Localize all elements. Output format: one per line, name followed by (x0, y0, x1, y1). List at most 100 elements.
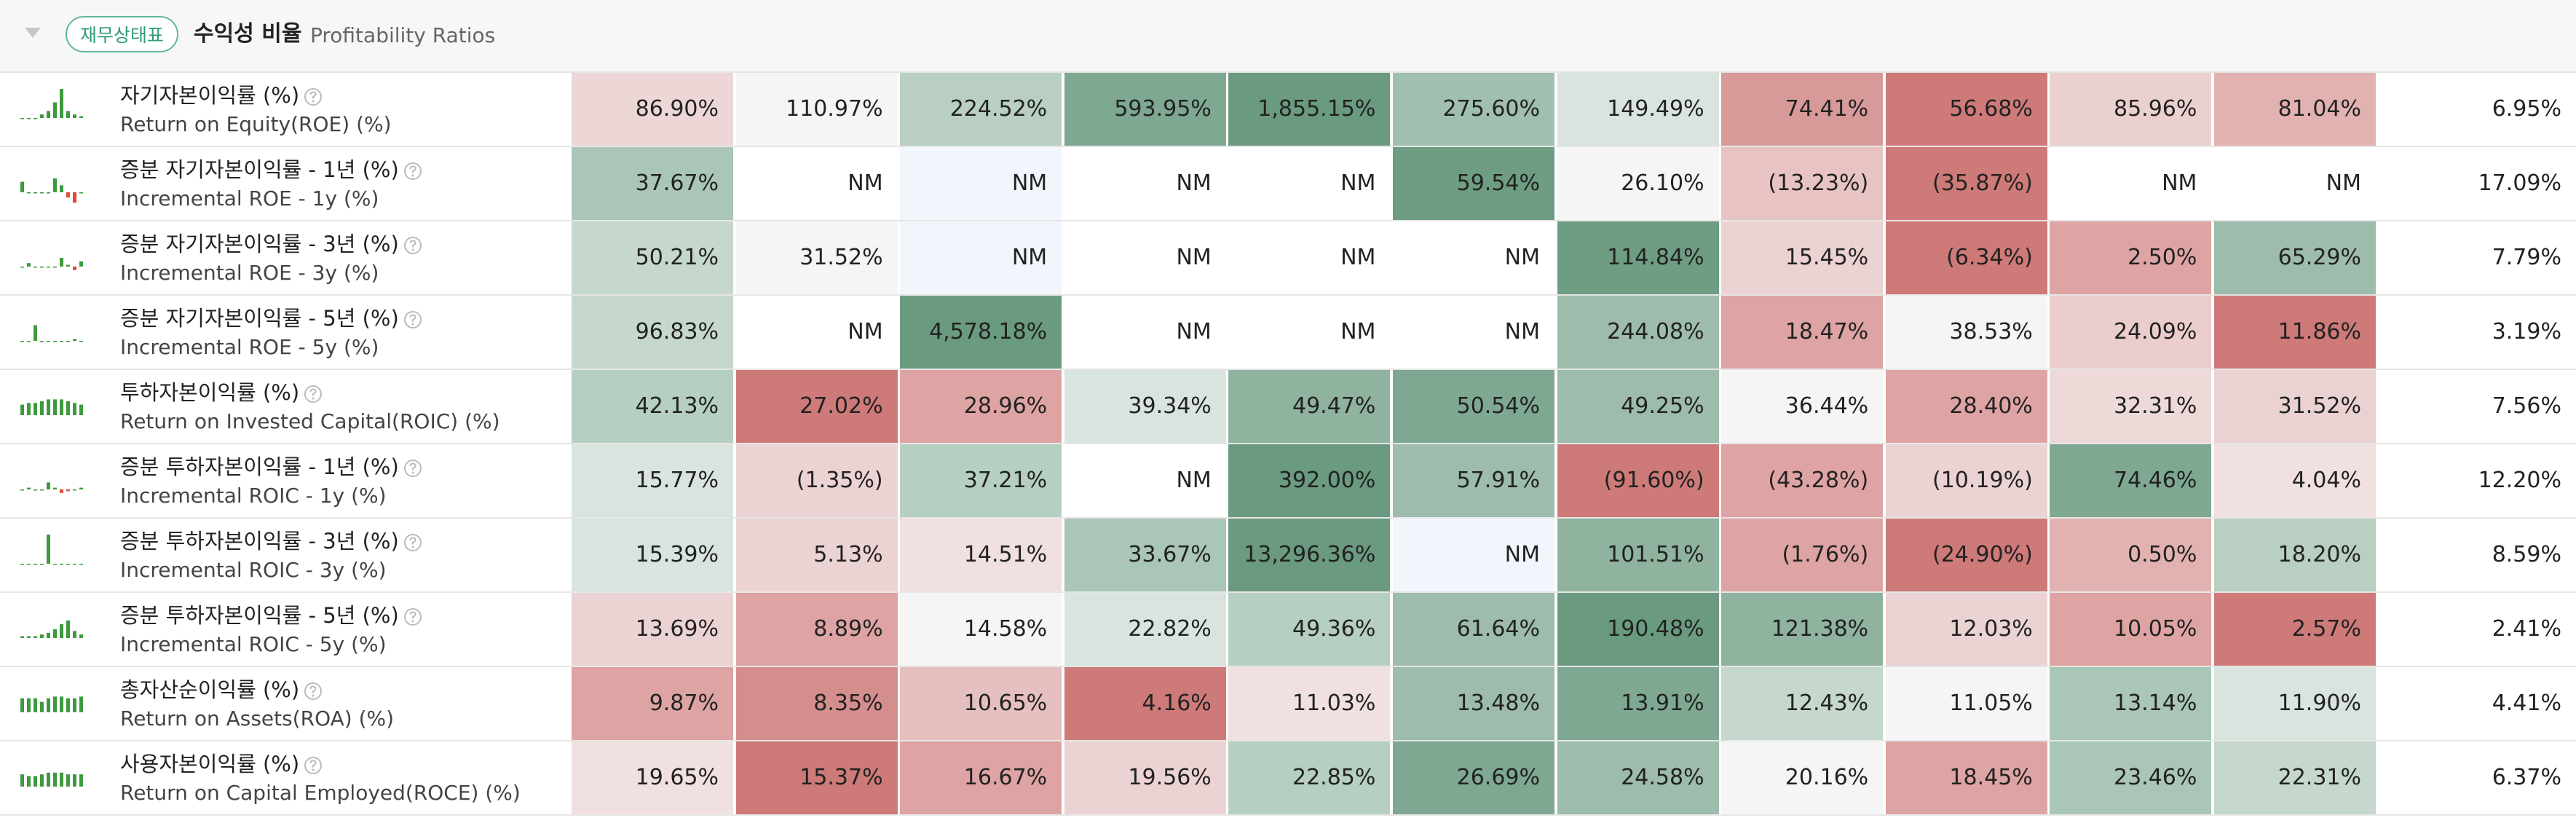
heat-cell: 26.10% (1555, 147, 1719, 220)
heat-cell: 2.57% (2213, 593, 2376, 666)
heat-cell: 392.00% (1227, 444, 1391, 517)
table-row: 증분 투하자본이익률 - 1년 (%) Incremental ROIC - 1y… (0, 444, 2576, 519)
row-label-en: Incremental ROIC - 1y (%) (120, 484, 387, 508)
heat-cell: 18.45% (1884, 741, 2047, 814)
heat-cell: 15.39% (570, 519, 733, 591)
row-label: 사용자본이익률 (%) (120, 750, 323, 778)
row-label-en: Incremental ROIC - 5y (%) (120, 632, 387, 656)
row-label: 증분 자기자본이익률 - 1년 (%) (120, 156, 422, 184)
row-label: 투하자본이익률 (%) (120, 379, 323, 406)
table-row: 증분 투하자본이익률 - 3년 (%) Incremental ROIC - 3y… (0, 519, 2576, 593)
help-icon[interactable] (403, 533, 422, 552)
heat-cell: 13,296.36% (1227, 519, 1391, 591)
heat-cell: 15.77% (570, 444, 733, 517)
heat-cell: (1.76%) (1720, 519, 1884, 591)
summary-value: 6.37% (2492, 765, 2561, 790)
heat-cell: NM (1391, 296, 1554, 369)
section-title: 수익성 비율 (194, 21, 302, 47)
heat-cell: NM (898, 221, 1062, 294)
help-icon[interactable] (304, 682, 323, 701)
heat-cell: 10.05% (2048, 593, 2212, 666)
heat-cell: 5.13% (734, 519, 898, 591)
table-row: 자기자본이익률 (%) Return on Equity(ROE) (%) 86.9… (0, 73, 2576, 147)
heat-cell: 10.65% (898, 667, 1062, 740)
help-icon[interactable] (403, 162, 422, 181)
heat-cell: NM (1391, 519, 1554, 591)
heat-cell: 65.29% (2213, 221, 2376, 294)
row-label-en: Return on Capital Employed(ROCE) (%) (120, 781, 521, 805)
heat-cell: 0.50% (2048, 519, 2212, 591)
heat-cell: 50.21% (570, 221, 733, 294)
help-icon[interactable] (403, 236, 422, 255)
summary-value: 8.59% (2492, 542, 2561, 567)
heat-cell: 593.95% (1062, 73, 1226, 146)
row-label-en: Incremental ROE - 5y (%) (120, 335, 379, 359)
heat-cell: (43.28%) (1720, 444, 1884, 517)
table-row: 증분 자기자본이익률 - 5년 (%) Incremental ROE - 5y … (0, 296, 2576, 370)
heat-cell: 96.83% (570, 296, 733, 369)
row-label-en: Incremental ROIC - 3y (%) (120, 558, 387, 582)
heat-cell: 56.68% (1884, 73, 2047, 146)
heat-cell: 4,578.18% (898, 296, 1062, 369)
heat-cell: 114.84% (1555, 221, 1719, 294)
heat-cell: (24.90%) (1884, 519, 2047, 591)
row-label-text: 증분 자기자본이익률 - 1년 (%) (120, 157, 399, 182)
row-label: 증분 투하자본이익률 - 5년 (%) (120, 602, 422, 629)
collapse-toggle[interactable] (25, 28, 41, 39)
heat-cell: 8.35% (734, 667, 898, 740)
section-subtitle: Profitability Ratios (310, 23, 496, 47)
heat-cell: NM (1227, 221, 1391, 294)
heat-cell: 26.69% (1391, 741, 1554, 814)
heat-cell: 224.52% (898, 73, 1062, 146)
heat-cell: 11.03% (1227, 667, 1391, 740)
sparkline (20, 325, 83, 342)
sparkline (20, 258, 83, 270)
help-icon[interactable] (403, 459, 422, 478)
heat-cell: NM (1062, 296, 1226, 369)
help-icon[interactable] (403, 607, 422, 626)
heat-cell: 4.04% (2213, 444, 2376, 517)
sparkline (20, 482, 83, 493)
heat-cell: 18.20% (2213, 519, 2376, 591)
summary-value: 6.95% (2492, 96, 2561, 122)
heat-cell: 19.65% (570, 741, 733, 814)
heat-cell: 13.48% (1391, 667, 1554, 740)
heat-cell: 24.09% (2048, 296, 2212, 369)
sparkline (20, 535, 83, 565)
heat-cell: 8.89% (734, 593, 898, 666)
heat-cell: 22.31% (2213, 741, 2376, 814)
row-label-en: Return on Equity(ROE) (%) (120, 112, 392, 136)
help-icon[interactable] (403, 310, 422, 329)
row-label-en: Return on Assets(ROA) (%) (120, 706, 395, 731)
help-icon[interactable] (304, 87, 323, 106)
sparkline (20, 178, 83, 203)
row-label-en: Incremental ROE - 1y (%) (120, 186, 379, 210)
help-icon[interactable] (304, 756, 323, 775)
heat-cell: 110.97% (734, 73, 898, 146)
heat-cell: 42.13% (570, 370, 733, 443)
row-label: 증분 자기자본이익률 - 3년 (%) (120, 230, 422, 258)
summary-value: 2.41% (2492, 616, 2561, 642)
heat-cell: (35.87%) (1884, 147, 2047, 220)
row-label-text: 총자산순이익률 (%) (120, 677, 300, 702)
heat-cell: NM (1227, 147, 1391, 220)
heat-cell: 86.90% (570, 73, 733, 146)
heat-cell: 14.51% (898, 519, 1062, 591)
summary-value: 3.19% (2492, 319, 2561, 344)
heat-cell: 22.82% (1062, 593, 1226, 666)
heat-cell: NM (734, 147, 898, 220)
heat-cell: 4.16% (1062, 667, 1226, 740)
heat-cell: 11.86% (2213, 296, 2376, 369)
heat-cell: 37.67% (570, 147, 733, 220)
heat-cell: 19.56% (1062, 741, 1226, 814)
heat-cell: 37.21% (898, 444, 1062, 517)
sparkline (20, 621, 83, 638)
heat-cell: 12.43% (1720, 667, 1884, 740)
heat-cell: 121.38% (1720, 593, 1884, 666)
heat-cell: 15.45% (1720, 221, 1884, 294)
heat-cell: 24.58% (1555, 741, 1719, 814)
heat-cell: (91.60%) (1555, 444, 1719, 517)
help-icon[interactable] (304, 385, 323, 403)
row-label-text: 증분 자기자본이익률 - 5년 (%) (120, 306, 399, 331)
